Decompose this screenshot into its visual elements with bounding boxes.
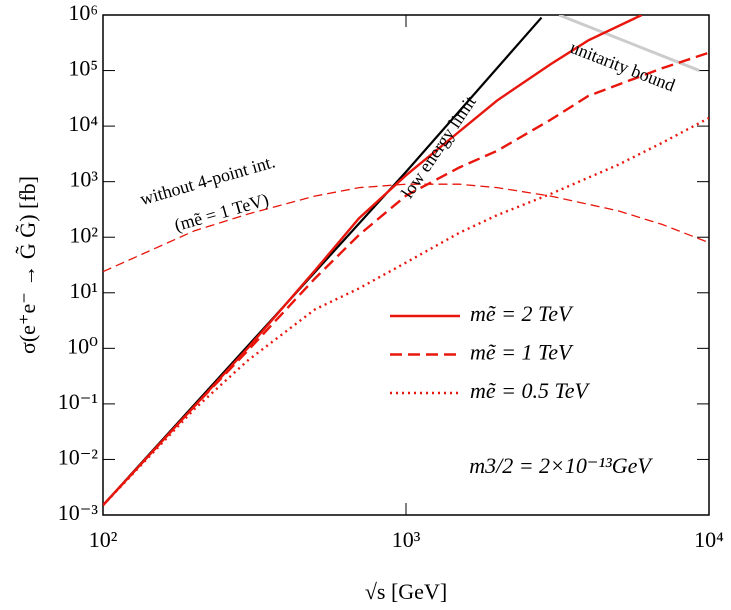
y-tick-label: 10³ <box>69 167 98 192</box>
x-tick-label: 10⁴ <box>694 527 724 552</box>
legend-label: mẽ = 2 TeV <box>470 301 574 326</box>
y-tick-label: 10² <box>69 222 98 247</box>
y-tick-label: 10⁶ <box>68 0 98 25</box>
curve <box>558 15 701 72</box>
annotation: m3/2 = 2×10⁻¹³GeV <box>469 453 653 478</box>
curve <box>103 183 709 273</box>
y-tick-label: 10⁻³ <box>58 500 99 525</box>
y-tick-label: 10⁵ <box>68 56 98 81</box>
y-tick-label: 10⁰ <box>67 333 98 358</box>
y-tick-label: 10⁻¹ <box>58 389 98 414</box>
y-tick-label: 10⁴ <box>68 111 98 136</box>
x-tick-label: 10² <box>89 527 118 552</box>
y-axis-label: σ(e⁺e⁻ → G̃ G̃) [fb] <box>15 176 40 354</box>
x-tick-label: 10³ <box>392 527 421 552</box>
curve-label: unitarity bound <box>568 37 678 95</box>
y-tick-label: 10¹ <box>69 278 98 303</box>
series-line <box>103 51 709 507</box>
series-line <box>103 116 709 507</box>
plot-frame <box>102 14 710 516</box>
legend-label: mẽ = 0.5 TeV <box>470 378 590 403</box>
y-tick-label: 10⁻² <box>58 444 99 469</box>
x-axis-label: √s [GeV] <box>365 579 447 604</box>
series-line <box>103 15 643 507</box>
legend-label: mẽ = 1 TeV <box>470 340 574 365</box>
